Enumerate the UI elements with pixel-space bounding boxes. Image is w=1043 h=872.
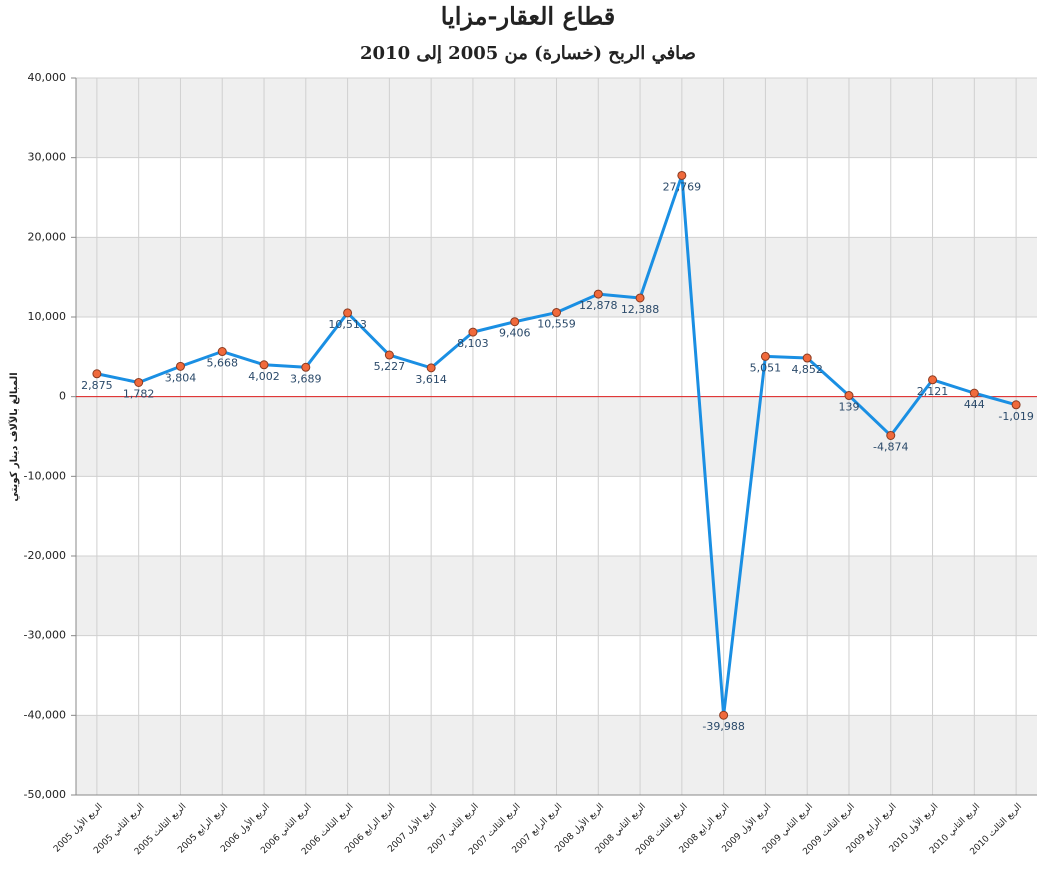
data-label: 12,388 xyxy=(621,303,660,316)
y-axis-label: المبالغ بالآلاف دينار كويتي xyxy=(8,372,20,501)
y-tick-label: -20,000 xyxy=(24,549,66,562)
data-point xyxy=(259,360,269,370)
data-label: 3,614 xyxy=(415,373,447,386)
data-point xyxy=(886,430,896,440)
data-label: 139 xyxy=(838,401,859,414)
data-label: 5,051 xyxy=(750,361,782,374)
data-point xyxy=(175,361,185,371)
data-label: 3,689 xyxy=(290,372,322,385)
data-label: 9,406 xyxy=(499,327,531,340)
y-tick-label: 20,000 xyxy=(28,230,67,243)
data-label: 27,769 xyxy=(663,180,702,193)
data-point xyxy=(677,170,687,180)
y-tick-label: 40,000 xyxy=(28,71,67,84)
y-tick-label: -40,000 xyxy=(24,708,66,721)
data-point xyxy=(468,327,478,337)
data-point xyxy=(969,388,979,398)
data-label: -4,874 xyxy=(873,440,908,453)
data-point xyxy=(552,308,561,318)
data-point xyxy=(760,351,770,361)
data-point xyxy=(510,317,520,327)
data-label: 3,804 xyxy=(165,371,197,384)
data-point xyxy=(426,363,436,373)
data-point xyxy=(635,293,645,303)
data-point xyxy=(593,289,603,299)
data-label: -39,988 xyxy=(702,720,744,733)
data-point xyxy=(217,347,227,357)
data-point xyxy=(92,369,102,379)
chart-subtitle: صافي الربح (خسارة) من 2005 إلى 2010 xyxy=(360,43,696,64)
data-label: 5,668 xyxy=(206,357,238,370)
data-point xyxy=(928,375,938,385)
data-point xyxy=(134,377,144,387)
data-point xyxy=(384,350,394,360)
data-label: 5,227 xyxy=(374,360,406,373)
data-label: 444 xyxy=(964,398,985,411)
y-tick-label: 0 xyxy=(59,390,66,403)
data-label: 4,852 xyxy=(791,363,823,376)
y-tick-label: 30,000 xyxy=(28,151,67,164)
data-point xyxy=(1011,400,1021,410)
data-label: -1,019 xyxy=(998,410,1033,423)
data-label: 10,559 xyxy=(537,318,576,331)
data-point xyxy=(844,391,854,401)
data-label: 12,878 xyxy=(579,299,618,312)
chart-title: قطاع العقار-مزايا xyxy=(441,2,615,32)
data-label: 4,002 xyxy=(248,370,280,383)
data-point xyxy=(343,308,353,318)
data-label: 10,513 xyxy=(328,318,367,331)
data-label: 8,103 xyxy=(457,337,489,350)
data-point xyxy=(301,362,311,372)
data-label: 2,875 xyxy=(81,379,113,392)
y-tick-label: -50,000 xyxy=(24,788,66,801)
y-tick-label: 10,000 xyxy=(28,310,67,323)
data-label: 2,121 xyxy=(917,385,949,398)
data-point xyxy=(802,353,812,363)
data-point xyxy=(719,710,729,720)
y-tick-label: -30,000 xyxy=(24,629,66,642)
y-tick-label: -10,000 xyxy=(24,469,66,482)
data-label: 1,782 xyxy=(123,387,155,400)
